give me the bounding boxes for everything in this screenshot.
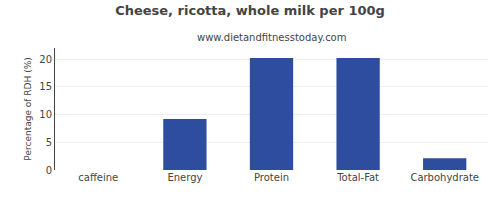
svg-text:20: 20	[39, 54, 52, 65]
svg-text:10: 10	[39, 109, 52, 120]
svg-text:caffeine: caffeine	[78, 172, 118, 183]
svg-text:5: 5	[46, 137, 52, 148]
svg-text:Protein: Protein	[254, 172, 289, 183]
svg-text:Percentage of RDH (%): Percentage of RDH (%)	[23, 57, 33, 160]
svg-text:0: 0	[46, 165, 52, 176]
svg-text:Total-Fat: Total-Fat	[336, 172, 379, 183]
svg-text:Energy: Energy	[167, 172, 202, 183]
svg-text:Cheese, ricotta, whole milk pe: Cheese, ricotta, whole milk per 100g	[115, 3, 385, 18]
svg-text:15: 15	[39, 81, 52, 92]
svg-text:www.dietandfitnesstoday.com: www.dietandfitnesstoday.com	[197, 32, 346, 43]
svg-text:Carbohydrate: Carbohydrate	[410, 172, 479, 183]
